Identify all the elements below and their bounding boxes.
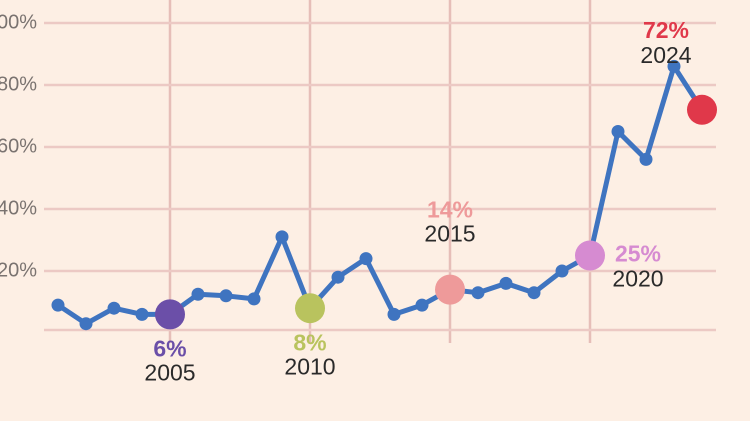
value-label: 25%	[615, 241, 661, 267]
year-label: 2024	[640, 42, 691, 68]
data-point	[639, 152, 653, 166]
data-point	[667, 59, 681, 73]
series-line	[56, 63, 705, 327]
data-point	[471, 286, 485, 300]
value-label: 6%	[153, 335, 186, 361]
y-tick-label: 20%	[0, 259, 37, 281]
data-point	[611, 125, 625, 138]
highlight-point	[575, 240, 605, 271]
data-point	[275, 230, 289, 244]
year-label: 2005	[144, 359, 195, 385]
highlight-point	[435, 274, 465, 305]
data-point	[79, 317, 93, 331]
data-point	[331, 270, 345, 284]
highlight-point	[295, 293, 325, 324]
value-label: 8%	[293, 329, 326, 355]
data-point	[415, 298, 429, 312]
data-point	[219, 289, 233, 303]
data-point	[555, 264, 569, 278]
year-label: 2010	[284, 353, 335, 379]
data-point	[247, 292, 261, 306]
data-point	[135, 307, 149, 321]
value-label: 14%	[427, 197, 473, 223]
y-tick-label: 40%	[0, 197, 37, 219]
data-point	[191, 287, 205, 301]
data-point	[499, 276, 513, 290]
data-point	[359, 252, 373, 266]
data-point	[51, 298, 65, 312]
value-label: 72%	[643, 17, 689, 43]
highlight-point	[687, 94, 717, 125]
highlight-point	[155, 299, 185, 330]
data-point	[527, 286, 541, 300]
year-label: 2020	[612, 266, 663, 292]
y-tick-label: 80%	[0, 73, 37, 95]
data-point	[107, 301, 121, 315]
year-label: 2015	[424, 221, 475, 247]
y-tick-label: 100%	[0, 11, 37, 33]
data-point	[387, 307, 401, 321]
y-tick-label: 60%	[0, 135, 37, 157]
